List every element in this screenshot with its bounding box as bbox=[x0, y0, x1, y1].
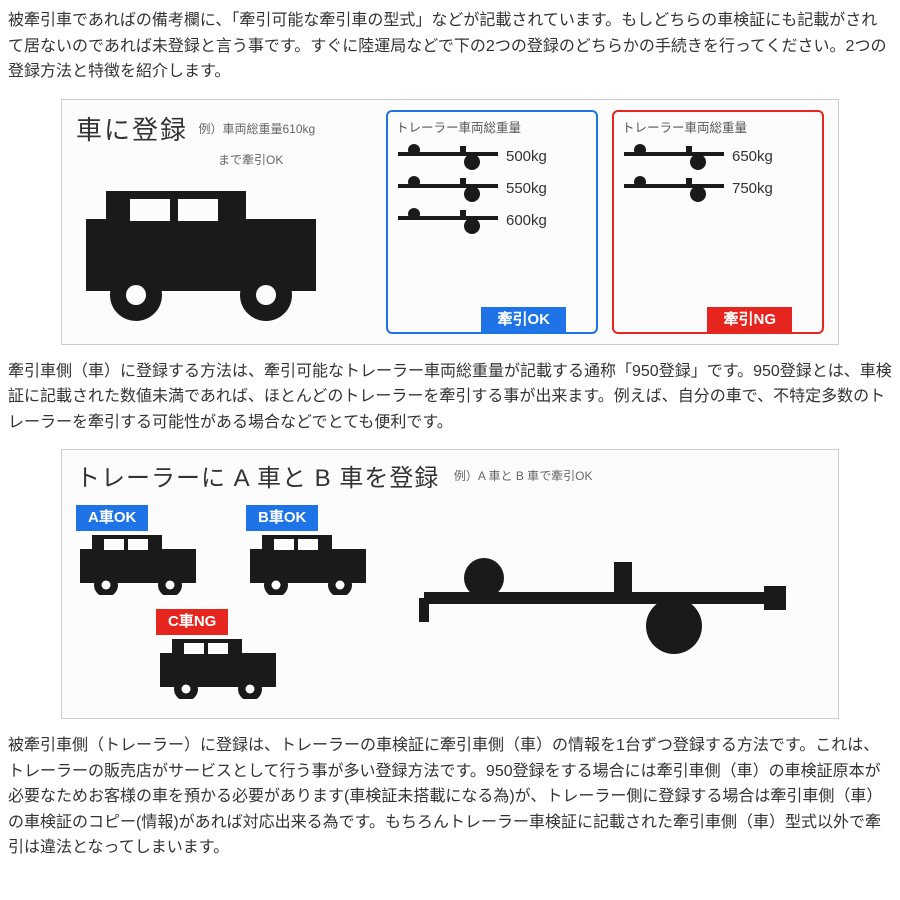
ng-badge: 牽引NG bbox=[707, 307, 792, 333]
trailer-icon bbox=[396, 174, 500, 204]
weight-label: 650kg bbox=[732, 145, 773, 169]
closing-paragraph: 被牽引車側（トレーラー）に登録は、トレーラーの車検証に牽引車側（車）の情報を1台… bbox=[8, 733, 892, 861]
d2-subtitle: 例）A 車と B 車で牽引OK bbox=[454, 469, 593, 483]
ng-box: トレーラー車両総重量 650kg 750kg 牽引NG bbox=[612, 110, 824, 334]
ok-header: トレーラー車両総重量 bbox=[396, 118, 588, 138]
trailer-row: 650kg bbox=[622, 142, 814, 172]
trailer-icon bbox=[622, 142, 726, 172]
car-b-cell: B車OK bbox=[246, 505, 396, 604]
trailer-row: 550kg bbox=[396, 174, 588, 204]
ng-header: トレーラー車両総重量 bbox=[622, 118, 814, 138]
weight-label: 550kg bbox=[506, 177, 547, 201]
car-a-cell: A車OK bbox=[76, 505, 226, 604]
trailer-row: 500kg bbox=[396, 142, 588, 172]
big-trailer-icon bbox=[414, 542, 794, 671]
trailer-icon bbox=[396, 206, 500, 236]
diagram-car-registration: 車に登録 例）車両総重量610kg まで牽引OK トレーラー車両 bbox=[61, 99, 839, 345]
d1-heading: 車に登録 例）車両総重量610kg まで牽引OK bbox=[76, 110, 386, 179]
trailer-row: 600kg bbox=[396, 206, 588, 236]
diagram-trailer-registration: トレーラーに A 車と B 車を登録 例）A 車と B 車で牽引OK A車OK … bbox=[61, 449, 839, 719]
ok-box: トレーラー車両総重量 500kg 550kg 600kg 牽引OK bbox=[386, 110, 598, 334]
car-icon bbox=[76, 185, 386, 334]
d1-subtitle-1: 例）車両総重量610kg bbox=[198, 122, 315, 136]
weight-label: 500kg bbox=[506, 145, 547, 169]
car-a-tag: A車OK bbox=[76, 505, 148, 531]
d1-subtitle-2: まで牽引OK bbox=[218, 153, 283, 167]
car-c-cell: C車NG bbox=[76, 609, 396, 708]
trailer-row: 750kg bbox=[622, 174, 814, 204]
intro-paragraph: 被牽引車であればの備考欄に、「牽引可能な牽引車の型式」などが記載されています。も… bbox=[8, 8, 892, 85]
trailer-icon bbox=[622, 174, 726, 204]
trailer-icon bbox=[396, 142, 500, 172]
car-c-tag: C車NG bbox=[156, 609, 228, 635]
d1-title: 車に登録 bbox=[76, 115, 188, 145]
d2-heading: トレーラーに A 車と B 車を登録 例）A 車と B 車で牽引OK bbox=[76, 460, 824, 498]
car-icon bbox=[246, 533, 376, 595]
car-icon bbox=[76, 533, 206, 595]
ok-badge: 牽引OK bbox=[481, 307, 566, 333]
weight-label: 750kg bbox=[732, 177, 773, 201]
car-icon bbox=[156, 637, 286, 699]
weight-label: 600kg bbox=[506, 209, 547, 233]
car-b-tag: B車OK bbox=[246, 505, 318, 531]
middle-paragraph: 牽引車側（車）に登録する方法は、牽引可能なトレーラー車両総重量が記載する通称「9… bbox=[8, 359, 892, 436]
d2-title: トレーラーに A 車と B 車を登録 bbox=[76, 465, 439, 492]
